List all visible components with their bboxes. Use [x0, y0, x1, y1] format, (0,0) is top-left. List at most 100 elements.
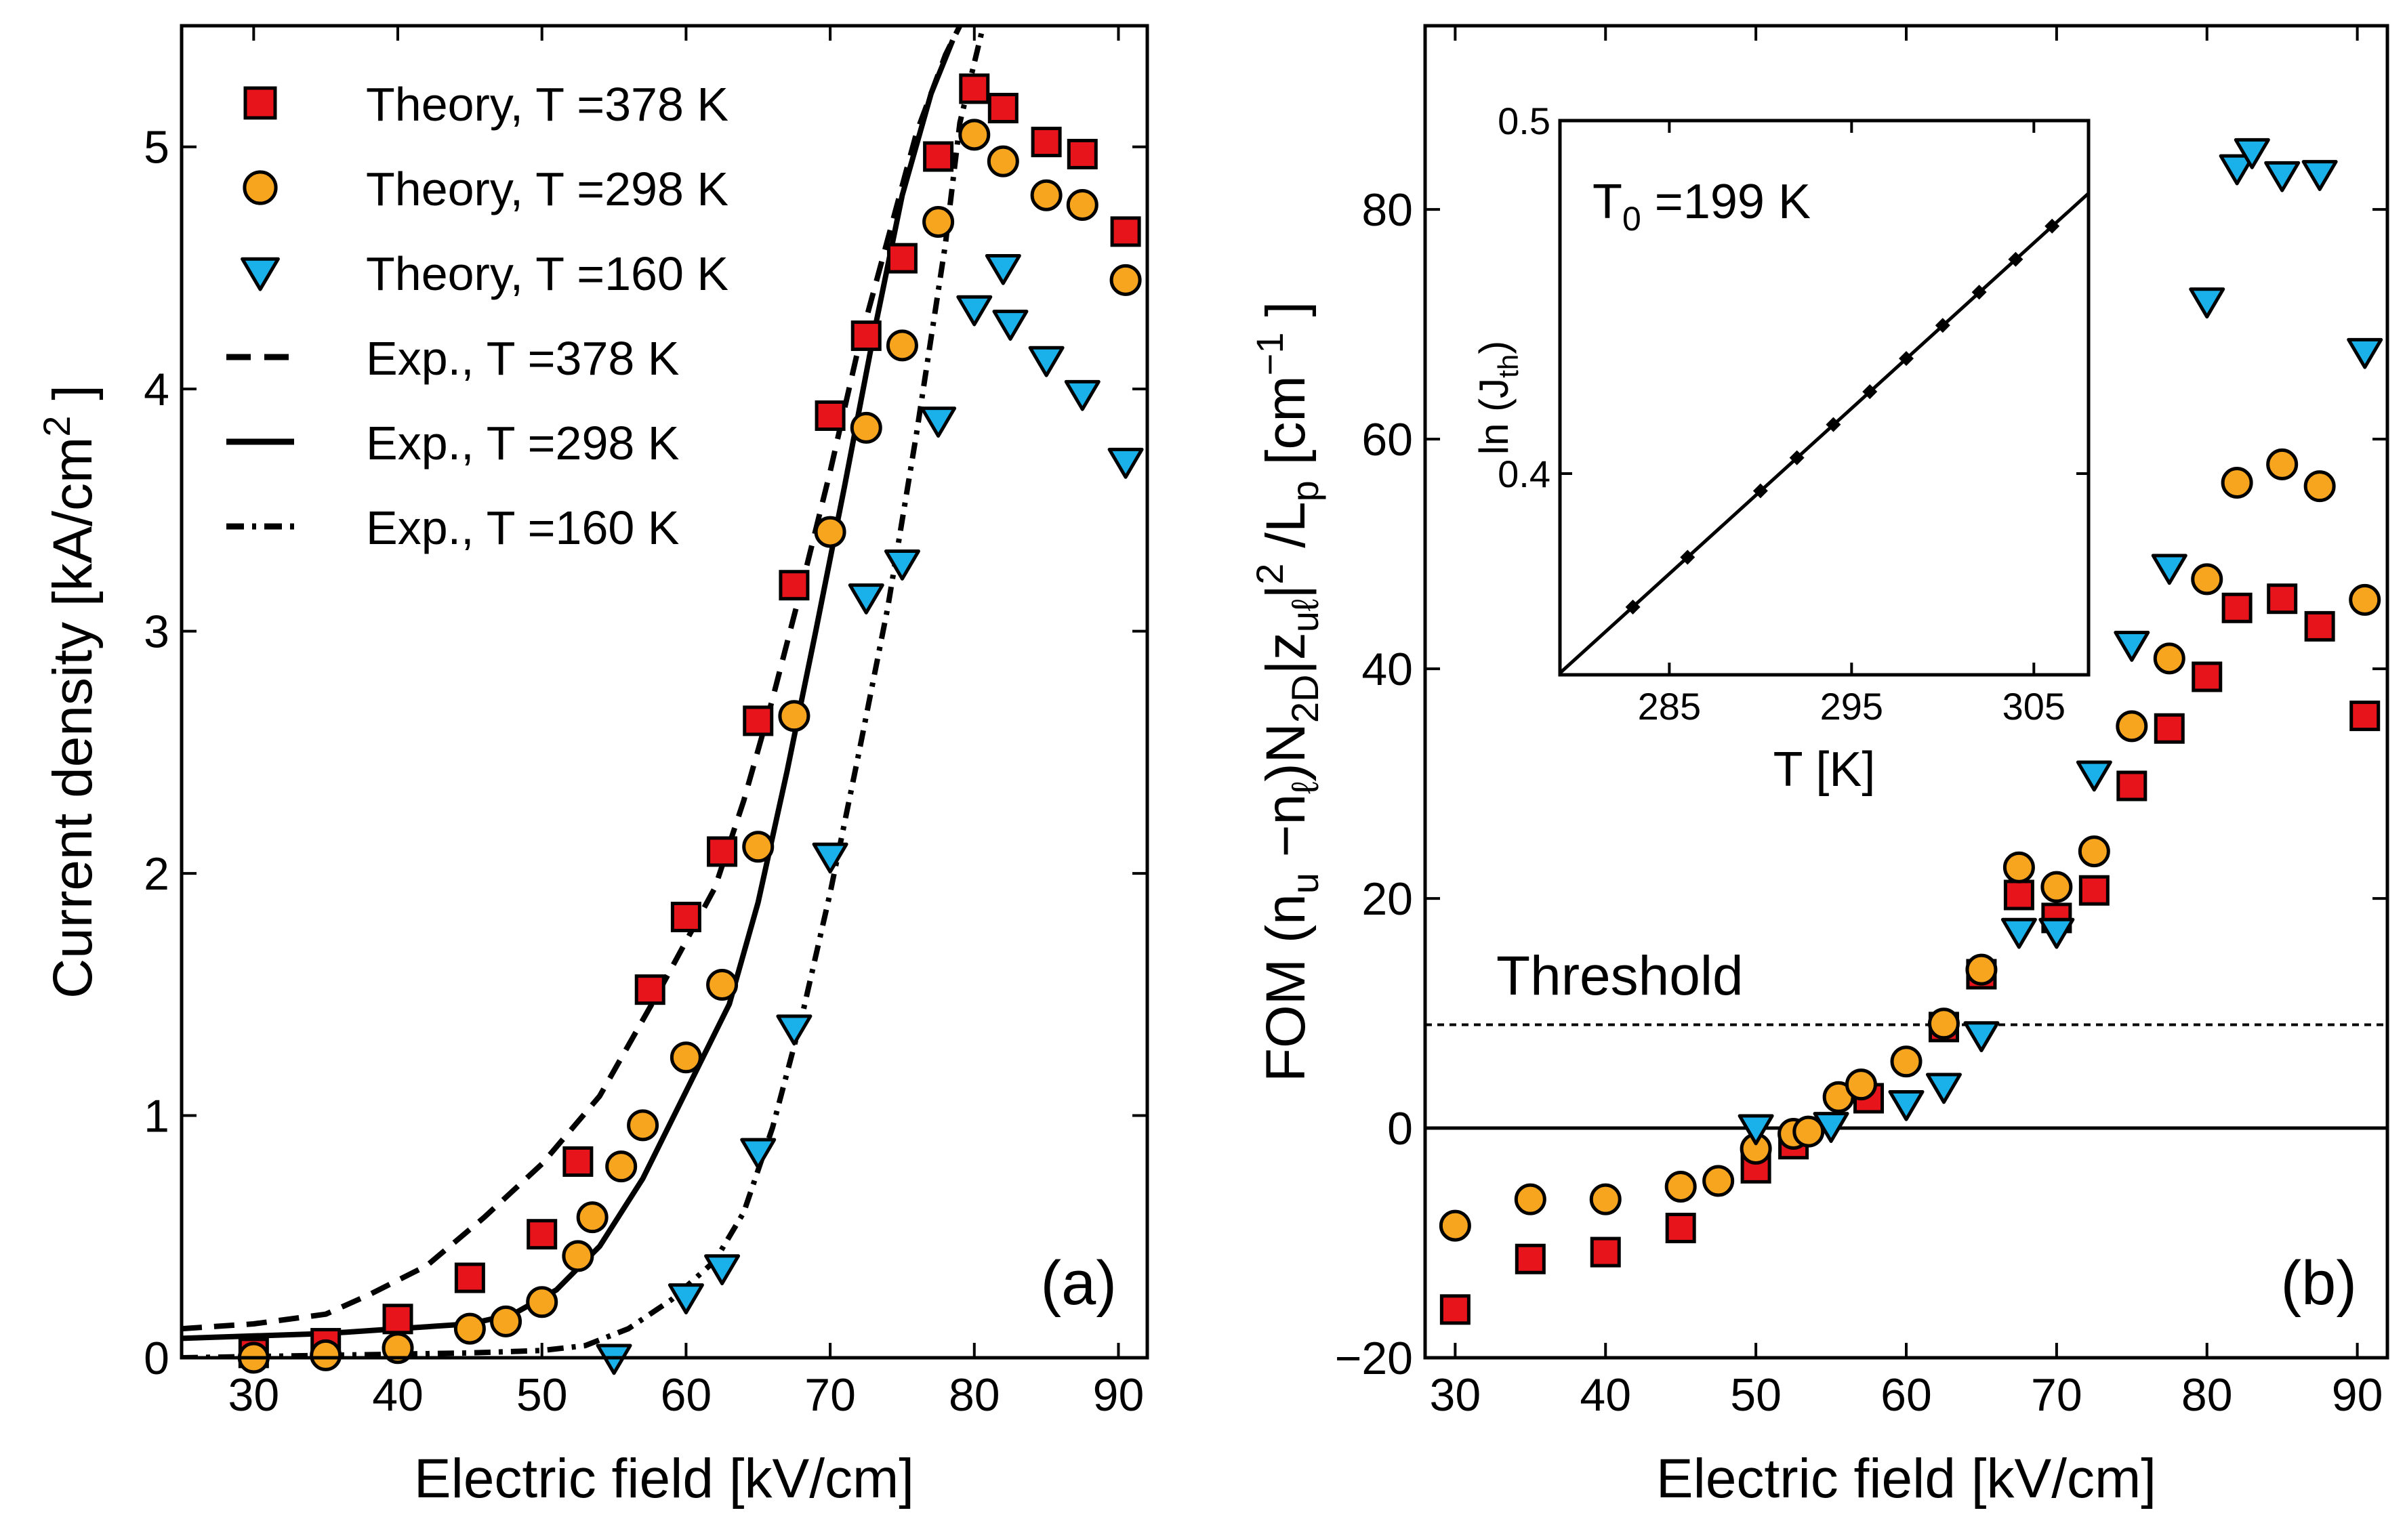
exp-line-solid: [182, 39, 955, 1341]
data-point-square: [707, 836, 738, 867]
x-tick-label: 60: [1880, 1369, 1932, 1421]
x-tick-label: 40: [372, 1369, 424, 1421]
data-point-triangle-down: [956, 295, 993, 327]
inset-point: [2044, 218, 2060, 234]
data-point-square: [382, 1304, 413, 1335]
data-point-triangle-down: [1107, 447, 1144, 479]
threshold-label: Threshold: [1496, 945, 1744, 1007]
panel-b-frame: [1423, 24, 2389, 1360]
data-point-square: [886, 243, 918, 274]
data-point-square: [670, 901, 701, 932]
data-point-triangle-down: [2114, 631, 2150, 662]
data-point-circle: [310, 1339, 342, 1371]
data-point-circle: [2349, 583, 2381, 616]
exp-line-dashed: [182, 26, 963, 1332]
data-point-circle: [2153, 642, 2185, 675]
y-tick-label: 0: [144, 1333, 169, 1384]
inset-background: [1560, 121, 2089, 675]
data-point-circle: [1109, 264, 1142, 296]
legend-label: Exp., T =378 K: [366, 332, 679, 385]
x-tick-label: 50: [516, 1369, 568, 1421]
y-tick-label: 80: [1361, 184, 1413, 236]
data-point-circle: [742, 831, 775, 863]
data-point-circle: [1845, 1068, 1877, 1101]
data-point-circle: [1664, 1170, 1697, 1203]
yb-sub-ul: uℓ: [1283, 599, 1326, 632]
data-point-square: [2116, 770, 2147, 802]
data-point-triangle-down: [776, 1014, 813, 1046]
x-tick-label: 90: [2332, 1369, 2383, 1421]
legend-label: Theory, T =298 K: [366, 163, 728, 215]
inset-x-axis-title: T [K]: [1773, 743, 1876, 797]
inset-point: [1625, 599, 1641, 615]
data-point-triangle-down: [920, 407, 957, 438]
x-tick-label: 70: [804, 1369, 856, 1421]
y-tick-label: 1: [144, 1091, 169, 1142]
panel-b-y-axis-title: FOM (nu −nℓ)N2D|zuℓ|2 /Lp [cm−1 ]: [1248, 301, 1326, 1082]
data-point-circle: [1514, 1183, 1546, 1215]
y-title-sup: 2: [35, 416, 78, 437]
yb-fom: FOM (n: [1255, 894, 1317, 1082]
data-point-triangle-down: [704, 1254, 741, 1286]
legend-marker-triangle-down: [241, 257, 280, 291]
legend: Theory, T =378 K Theory, T =298 K Theory, …: [226, 78, 728, 554]
inset-point: [1789, 450, 1805, 465]
x-tick-label: 30: [228, 1369, 280, 1421]
yb-sub-2d: 2D: [1283, 675, 1326, 724]
data-point-circle: [382, 1332, 414, 1365]
x-tick-label: 70: [2031, 1369, 2082, 1421]
data-point-square: [2349, 701, 2381, 732]
data-point-circle: [2221, 467, 2253, 499]
data-point-circle: [987, 145, 1019, 178]
data-point-triangle-down: [2000, 917, 2037, 949]
data-point-square: [959, 73, 990, 104]
data-point-circle: [490, 1305, 522, 1337]
inset-point: [1971, 285, 1987, 300]
yb-close: ]: [1255, 301, 1317, 333]
panel-b-label: (b): [2281, 1249, 2357, 1318]
data-point-circle: [526, 1286, 558, 1318]
legend-marker-circle: [243, 170, 278, 205]
data-point-square: [2304, 610, 2335, 642]
inset-ticks: 285 295 305 0.4 0.5: [1498, 100, 2089, 728]
panel-a-y-axis-title: Current density [kA/cm2 ]: [35, 385, 104, 999]
yb-mid: )N: [1255, 723, 1317, 782]
inset-y-sub: th: [1492, 354, 1524, 378]
legend-marker-square: [243, 86, 277, 120]
inset-point: [1752, 483, 1768, 499]
y-title-main: Current density [kA/cm: [42, 437, 104, 999]
data-point-square: [2221, 592, 2253, 623]
data-point-triangle-down: [812, 842, 848, 874]
inset-y-main: ln (J: [1471, 378, 1517, 455]
data-point-triangle-down: [2076, 760, 2112, 792]
panel-a-x-axis-title: Electric field [kV/cm]: [414, 1448, 914, 1510]
inset-fit-line: [1559, 192, 2090, 675]
data-point-circle: [2191, 563, 2223, 596]
data-point-square: [850, 320, 882, 352]
data-point-square: [1665, 1212, 1696, 1243]
data-point-square: [2078, 875, 2110, 906]
inset-points: [1625, 218, 2060, 615]
fit-line: [1559, 192, 2090, 675]
data-point-circle: [850, 411, 882, 444]
data-point-square: [1515, 1243, 1546, 1274]
inset-plot: 285 295 305 0.4 0.5 T0 =199 K T [K] ln (Jth): [1471, 100, 2091, 797]
data-point-square: [527, 1219, 558, 1250]
data-point-circle: [453, 1312, 486, 1345]
data-point-triangle-down: [2189, 287, 2225, 319]
data-point-square: [779, 570, 810, 601]
inset-annot-t: T: [1592, 175, 1622, 229]
data-point-circle: [886, 329, 918, 362]
yb-sq: 2: [1248, 564, 1291, 585]
x-tick-label: 80: [949, 1369, 1000, 1421]
inset-y-axis-title: ln (Jth): [1471, 341, 1524, 455]
panel-b-x-axis-title: Electric field [kV/cm]: [1656, 1448, 2156, 1510]
x-tick-label: 50: [1730, 1369, 1782, 1421]
inset-point: [1935, 318, 1950, 333]
x-tick-label: 90: [1093, 1369, 1145, 1421]
data-point-triangle-down: [1963, 1021, 2000, 1053]
legend-label: Exp., T =160 K: [366, 501, 679, 554]
data-point-triangle-down: [2347, 337, 2383, 369]
